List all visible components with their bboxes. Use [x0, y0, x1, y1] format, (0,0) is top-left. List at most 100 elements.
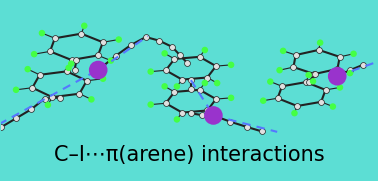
Point	[197, 88, 203, 91]
Point	[113, 54, 119, 57]
Point	[162, 52, 168, 55]
Point	[177, 53, 183, 56]
Point	[290, 66, 296, 69]
Point	[260, 99, 266, 102]
Point	[361, 63, 367, 66]
Point	[244, 126, 250, 129]
Point	[188, 88, 194, 90]
Point	[148, 103, 154, 106]
Point	[95, 54, 101, 57]
Point	[188, 79, 194, 82]
Point	[347, 72, 353, 75]
Point	[71, 69, 77, 71]
Point	[37, 73, 43, 76]
Point	[227, 120, 233, 123]
Point	[95, 69, 101, 71]
Point	[39, 32, 45, 35]
Point	[52, 37, 58, 40]
Point	[188, 112, 194, 115]
Point	[228, 63, 234, 66]
Point	[202, 81, 208, 84]
Point	[108, 59, 114, 62]
Point	[228, 96, 234, 99]
Point	[84, 79, 90, 82]
Point	[73, 59, 79, 62]
Point	[88, 98, 94, 101]
Point	[199, 114, 205, 117]
Point	[172, 90, 178, 93]
Point	[45, 104, 51, 106]
Point	[57, 96, 63, 99]
Point	[334, 75, 340, 78]
Point	[42, 97, 48, 100]
Point	[204, 109, 210, 112]
Point	[316, 49, 322, 51]
Point	[0, 126, 5, 129]
Point	[169, 45, 175, 48]
Point	[163, 102, 169, 105]
Point	[66, 66, 72, 69]
Point	[277, 69, 283, 72]
Point	[29, 86, 36, 89]
Point	[202, 49, 208, 51]
Point	[64, 70, 70, 73]
Point	[68, 62, 74, 65]
Point	[162, 85, 168, 88]
Point	[337, 86, 343, 89]
Point	[116, 38, 122, 41]
Point	[179, 111, 185, 114]
Point	[174, 118, 180, 121]
Point	[163, 69, 169, 72]
Point	[294, 105, 300, 108]
Point	[25, 68, 31, 71]
Point	[172, 58, 178, 60]
Point	[306, 81, 312, 83]
Point	[311, 73, 318, 75]
Point	[28, 108, 34, 111]
Point	[291, 112, 297, 115]
Point	[259, 130, 265, 133]
Point	[76, 92, 82, 95]
Point	[148, 70, 154, 73]
Point	[31, 53, 37, 56]
Point	[213, 98, 219, 100]
Point	[95, 69, 101, 71]
Point	[179, 78, 185, 81]
Point	[267, 80, 273, 83]
Point	[47, 50, 53, 53]
Point	[197, 55, 203, 58]
Point	[312, 73, 318, 75]
Point	[318, 100, 324, 103]
Point	[306, 73, 312, 76]
Point	[334, 75, 340, 78]
Point	[49, 96, 55, 99]
Point	[213, 65, 219, 68]
Point	[347, 69, 353, 71]
Point	[214, 115, 220, 117]
Point	[13, 117, 19, 120]
Point	[128, 44, 134, 47]
Point	[156, 39, 162, 42]
Point	[100, 41, 106, 44]
Point	[274, 97, 280, 100]
Point	[100, 77, 106, 80]
Point	[279, 85, 285, 88]
Point	[335, 68, 341, 70]
Point	[211, 114, 217, 117]
Point	[78, 32, 84, 35]
Text: C–I⋯π(arene) interactions: C–I⋯π(arene) interactions	[54, 145, 324, 165]
Point	[337, 55, 343, 58]
Point	[204, 76, 210, 79]
Point	[68, 58, 74, 61]
Point	[184, 61, 190, 64]
Point	[310, 80, 316, 83]
Point	[322, 89, 328, 91]
Point	[350, 52, 356, 55]
Point	[330, 105, 336, 108]
Point	[211, 114, 217, 117]
Point	[280, 49, 286, 52]
Point	[174, 85, 180, 88]
Point	[214, 82, 220, 85]
Point	[13, 88, 19, 91]
Point	[303, 81, 309, 84]
